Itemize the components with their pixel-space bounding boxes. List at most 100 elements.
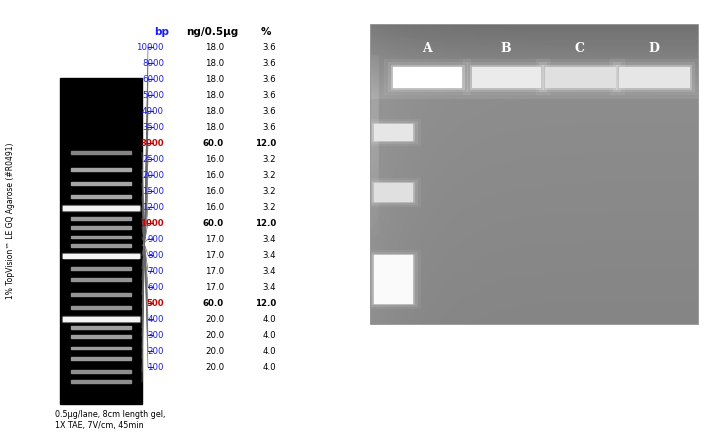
Text: 3.2: 3.2 — [263, 155, 276, 164]
Bar — [463, 59, 549, 94]
Text: 0.5μg/lane, 8cm length gel,
1X TAE, 7V/cm, 45min: 0.5μg/lane, 8cm length gel, 1X TAE, 7V/c… — [55, 410, 165, 430]
Bar — [370, 24, 698, 324]
Bar — [71, 306, 131, 309]
Bar — [618, 66, 689, 87]
Text: 900: 900 — [148, 235, 164, 244]
Bar — [71, 278, 131, 281]
Text: bp: bp — [155, 27, 169, 37]
Text: 12.0: 12.0 — [255, 218, 276, 228]
Text: 18.0: 18.0 — [205, 107, 224, 115]
Bar — [545, 66, 615, 87]
Text: 12.0: 12.0 — [255, 138, 276, 148]
Text: 1% TopVision™ LE GQ Agarose (#R0491): 1% TopVision™ LE GQ Agarose (#R0491) — [6, 143, 16, 299]
Text: 3.6: 3.6 — [263, 91, 276, 99]
Bar — [369, 180, 417, 204]
Bar — [71, 267, 131, 270]
Text: 3.4: 3.4 — [263, 267, 276, 275]
Bar — [469, 65, 543, 88]
Bar — [384, 59, 470, 94]
Text: D: D — [648, 42, 659, 54]
Text: 600: 600 — [148, 282, 164, 292]
Bar — [374, 124, 412, 140]
Text: 3000: 3000 — [140, 138, 164, 148]
Text: 700: 700 — [148, 267, 164, 275]
Bar — [391, 65, 464, 88]
Text: 20.0: 20.0 — [205, 362, 224, 371]
Text: 400: 400 — [148, 315, 164, 324]
Bar — [374, 255, 412, 303]
Bar — [71, 357, 131, 360]
Text: B: B — [501, 42, 511, 54]
Text: 20.0: 20.0 — [205, 315, 224, 324]
Bar — [62, 316, 140, 322]
Text: 18.0: 18.0 — [205, 75, 224, 84]
Bar — [542, 65, 618, 88]
Bar — [71, 335, 131, 338]
Bar — [71, 182, 131, 185]
Text: 10000: 10000 — [136, 42, 164, 52]
Bar — [393, 66, 462, 87]
Text: 3.6: 3.6 — [263, 58, 276, 68]
Text: 800: 800 — [148, 251, 164, 259]
Text: 4000: 4000 — [142, 107, 164, 115]
Text: C: C — [575, 42, 585, 54]
Bar — [467, 62, 546, 91]
Text: 1500: 1500 — [142, 187, 164, 195]
Bar — [372, 122, 414, 141]
Text: 6000: 6000 — [142, 75, 164, 84]
Bar — [614, 62, 694, 91]
Bar — [62, 205, 140, 210]
Bar — [64, 206, 138, 210]
Text: 3.2: 3.2 — [263, 202, 276, 212]
Text: 20.0: 20.0 — [205, 347, 224, 355]
Text: 4.0: 4.0 — [263, 347, 276, 355]
Bar — [539, 62, 621, 91]
Bar — [616, 65, 691, 88]
Text: 18.0: 18.0 — [205, 122, 224, 132]
Bar — [369, 252, 417, 306]
Bar — [388, 62, 467, 91]
Bar — [60, 78, 142, 404]
Text: 3.2: 3.2 — [263, 187, 276, 195]
Bar — [472, 66, 540, 87]
Text: 17.0: 17.0 — [205, 235, 224, 244]
Text: 3.4: 3.4 — [263, 251, 276, 259]
Bar — [366, 178, 419, 206]
Text: 4.0: 4.0 — [263, 362, 276, 371]
Text: 16.0: 16.0 — [205, 171, 224, 179]
Text: 3500: 3500 — [142, 122, 164, 132]
Bar — [374, 183, 412, 201]
Bar — [71, 370, 131, 373]
Bar — [366, 119, 419, 145]
Bar — [71, 236, 131, 239]
Text: 5000: 5000 — [142, 91, 164, 99]
Text: 500: 500 — [146, 298, 164, 308]
Text: 17.0: 17.0 — [205, 251, 224, 259]
Text: 18.0: 18.0 — [205, 42, 224, 52]
Bar — [71, 381, 131, 383]
Text: 16.0: 16.0 — [205, 202, 224, 212]
Bar — [71, 151, 131, 154]
Text: 3.6: 3.6 — [263, 75, 276, 84]
Text: 60.0: 60.0 — [203, 218, 224, 228]
Bar — [610, 59, 698, 94]
Text: 16.0: 16.0 — [205, 155, 224, 164]
Text: 17.0: 17.0 — [205, 267, 224, 275]
Text: 300: 300 — [148, 331, 164, 339]
Text: 2500: 2500 — [142, 155, 164, 164]
Bar — [71, 347, 131, 349]
Text: 3.2: 3.2 — [263, 171, 276, 179]
Text: 18.0: 18.0 — [205, 91, 224, 99]
Bar — [369, 121, 417, 143]
Bar — [62, 253, 140, 259]
Text: 3.6: 3.6 — [263, 107, 276, 115]
Text: 1000: 1000 — [140, 218, 164, 228]
Text: 20.0: 20.0 — [205, 331, 224, 339]
Bar — [71, 244, 131, 247]
Text: 3.4: 3.4 — [263, 282, 276, 292]
Text: 2000: 2000 — [142, 171, 164, 179]
Bar — [64, 254, 138, 258]
Bar — [366, 250, 419, 308]
Bar — [71, 326, 131, 329]
Text: 4.0: 4.0 — [263, 315, 276, 324]
